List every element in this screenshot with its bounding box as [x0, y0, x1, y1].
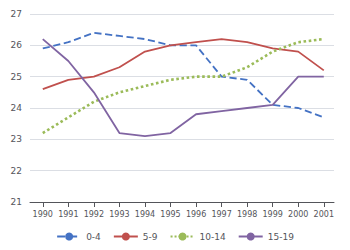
svg-text:15-19: 15-19	[268, 232, 294, 242]
svg-text:2001: 2001	[314, 210, 334, 219]
svg-text:1994: 1994	[135, 210, 155, 219]
svg-text:25: 25	[11, 72, 22, 82]
svg-text:2000: 2000	[288, 210, 308, 219]
svg-text:21: 21	[11, 197, 22, 207]
svg-text:1995: 1995	[160, 210, 180, 219]
svg-text:27: 27	[11, 9, 22, 19]
svg-text:10-14: 10-14	[200, 232, 226, 242]
svg-text:1993: 1993	[109, 210, 129, 219]
svg-text:1991: 1991	[58, 210, 78, 219]
svg-text:22: 22	[11, 166, 22, 176]
svg-text:0-4: 0-4	[86, 232, 101, 242]
svg-text:24: 24	[11, 103, 23, 113]
svg-text:1999: 1999	[263, 210, 283, 219]
svg-text:1996: 1996	[186, 210, 206, 219]
svg-text:1998: 1998	[237, 210, 257, 219]
svg-text:26: 26	[11, 40, 23, 50]
svg-text:1992: 1992	[84, 210, 104, 219]
svg-text:23: 23	[11, 134, 22, 144]
svg-text:5-9: 5-9	[143, 232, 158, 242]
svg-text:1997: 1997	[211, 210, 231, 219]
svg-text:1990: 1990	[33, 210, 53, 219]
